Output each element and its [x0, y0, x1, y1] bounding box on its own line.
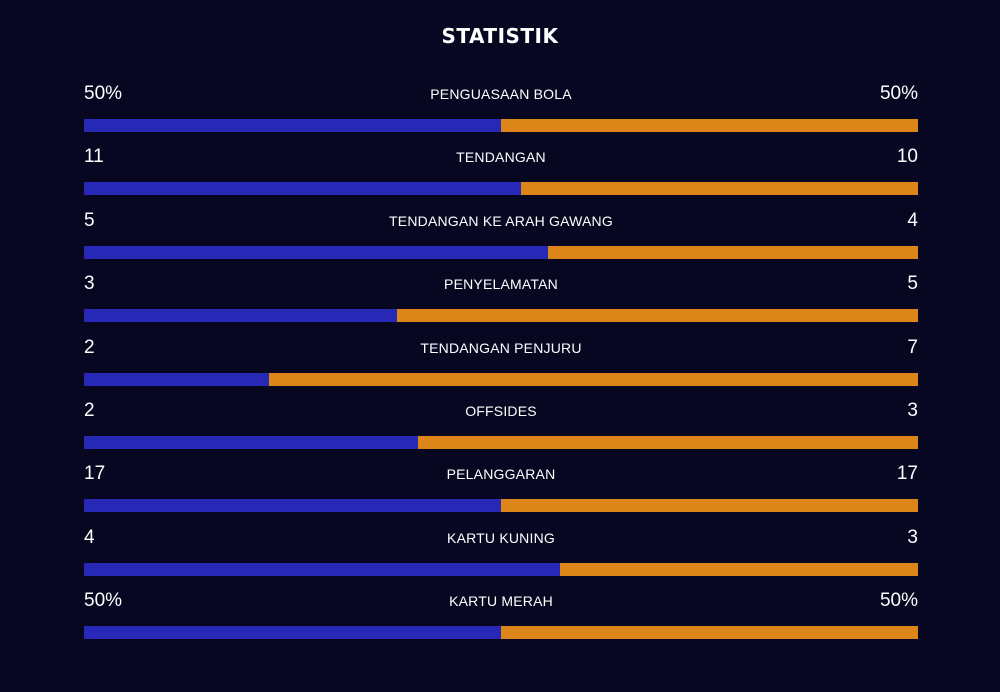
- away-value: 50%: [879, 590, 918, 612]
- home-bar: [84, 182, 522, 196]
- away-bar: [521, 182, 918, 196]
- home-bar: [84, 245, 548, 259]
- away-value: 7: [907, 336, 918, 358]
- stat-row-shots: 11 TENDANGAN 10: [84, 143, 918, 206]
- home-bar: [84, 626, 501, 640]
- away-bar: [547, 245, 918, 259]
- stat-label: TENDANGAN: [456, 149, 546, 166]
- stat-label: OFFSIDES: [465, 402, 537, 419]
- away-value: 4: [907, 209, 918, 231]
- away-bar: [560, 562, 918, 576]
- stat-row-offsides: 2 OFFSIDES 3: [84, 397, 918, 460]
- away-value: 3: [907, 399, 918, 421]
- away-bar: [417, 435, 918, 449]
- stat-label: PENGUASAAN BOLA: [430, 86, 572, 102]
- home-value: 2: [84, 336, 95, 358]
- stat-row-possession: 50% PENGUASAAN BOLA 50%: [84, 80, 918, 143]
- comparison-bar: [84, 182, 918, 196]
- home-value: 50%: [84, 83, 123, 104]
- home-value: 50%: [84, 590, 123, 612]
- stat-row-shots-on-target: 5 TENDANGAN KE ARAH GAWANG 4: [84, 207, 918, 270]
- stat-row-red-cards: 50% KARTU MERAH 50%: [84, 587, 918, 650]
- away-bar: [269, 372, 918, 386]
- comparison-bar: [84, 119, 918, 132]
- home-bar: [84, 309, 397, 323]
- stats-list: 50% PENGUASAAN BOLA 50% 11 TENDANGAN 10 …: [84, 80, 918, 651]
- stat-label: TENDANGAN PENJURU: [420, 339, 582, 356]
- home-bar: [84, 119, 501, 132]
- away-value: 50%: [879, 83, 918, 104]
- comparison-bar: [84, 499, 918, 513]
- away-value: 17: [896, 463, 918, 485]
- home-value: 17: [84, 463, 106, 485]
- comparison-bar: [84, 372, 918, 386]
- stat-row-saves: 3 PENYELAMATAN 5: [84, 270, 918, 333]
- stat-label: PENYELAMATAN: [444, 276, 558, 293]
- away-bar: [501, 119, 918, 132]
- home-value: 3: [84, 273, 95, 295]
- comparison-bar: [84, 435, 918, 449]
- home-bar: [84, 435, 418, 449]
- stat-label: KARTU MERAH: [449, 593, 553, 610]
- page-title: STATISTIK: [441, 24, 559, 48]
- comparison-bar: [84, 245, 918, 259]
- stat-row-corners: 2 TENDANGAN PENJURU 7: [84, 334, 918, 397]
- comparison-bar: [84, 626, 918, 640]
- away-value: 10: [896, 146, 918, 168]
- away-bar: [501, 499, 918, 513]
- away-value: 3: [907, 526, 918, 548]
- stat-label: PELANGGARAN: [446, 466, 556, 483]
- stat-label: TENDANGAN KE ARAH GAWANG: [389, 212, 613, 229]
- stat-row-yellow-cards: 4 KARTU KUNING 3: [84, 524, 918, 587]
- home-bar: [84, 562, 561, 576]
- home-value: 2: [84, 399, 95, 421]
- comparison-bar: [84, 309, 918, 323]
- away-value: 5: [907, 273, 918, 295]
- home-value: 5: [84, 209, 95, 231]
- home-value: 4: [84, 526, 95, 548]
- away-bar: [396, 309, 918, 323]
- home-bar: [84, 499, 501, 513]
- away-bar: [501, 626, 918, 640]
- comparison-bar: [84, 562, 918, 576]
- home-value: 11: [84, 146, 104, 168]
- home-bar: [84, 372, 270, 386]
- stat-row-fouls: 17 PELANGGARAN 17: [84, 460, 918, 523]
- stat-label: KARTU KUNING: [447, 529, 555, 546]
